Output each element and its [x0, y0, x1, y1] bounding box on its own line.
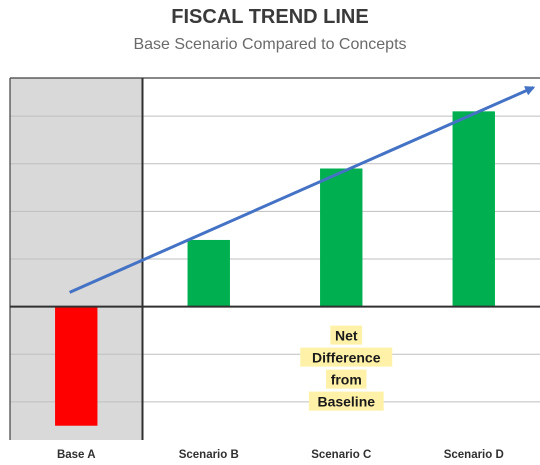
annotation-highlight: [326, 369, 367, 389]
x-tick-label: Base A: [57, 449, 96, 461]
annotation-line: from: [331, 372, 362, 388]
annotation-highlight: [330, 325, 363, 345]
annotation-highlight: [300, 347, 393, 367]
bar-scenario-d: [452, 111, 495, 307]
x-tick-label: Scenario D: [444, 449, 504, 461]
chart-subtitle: Base Scenario Compared to Concepts: [133, 36, 407, 53]
annotation-line: Net: [335, 328, 358, 344]
bars: [55, 111, 495, 426]
bar-scenario-b: [187, 239, 230, 307]
x-tick-labels: Base A Scenario B Scenario C Scenario D: [57, 449, 504, 461]
trend-arrow: [69, 86, 536, 294]
bar-scenario-c: [320, 168, 363, 307]
annotation-line: Baseline: [317, 394, 375, 410]
chart-title: FISCAL TREND LINE: [171, 6, 369, 28]
gridlines: [10, 115, 540, 403]
bar-base-a: [55, 306, 98, 426]
annotation: Net Difference from Baseline: [300, 325, 393, 411]
x-tick-label: Scenario B: [179, 449, 239, 461]
x-tick-label: Scenario C: [311, 449, 371, 461]
annotation-highlight: [308, 391, 384, 411]
annotation-line: Difference: [312, 350, 381, 366]
